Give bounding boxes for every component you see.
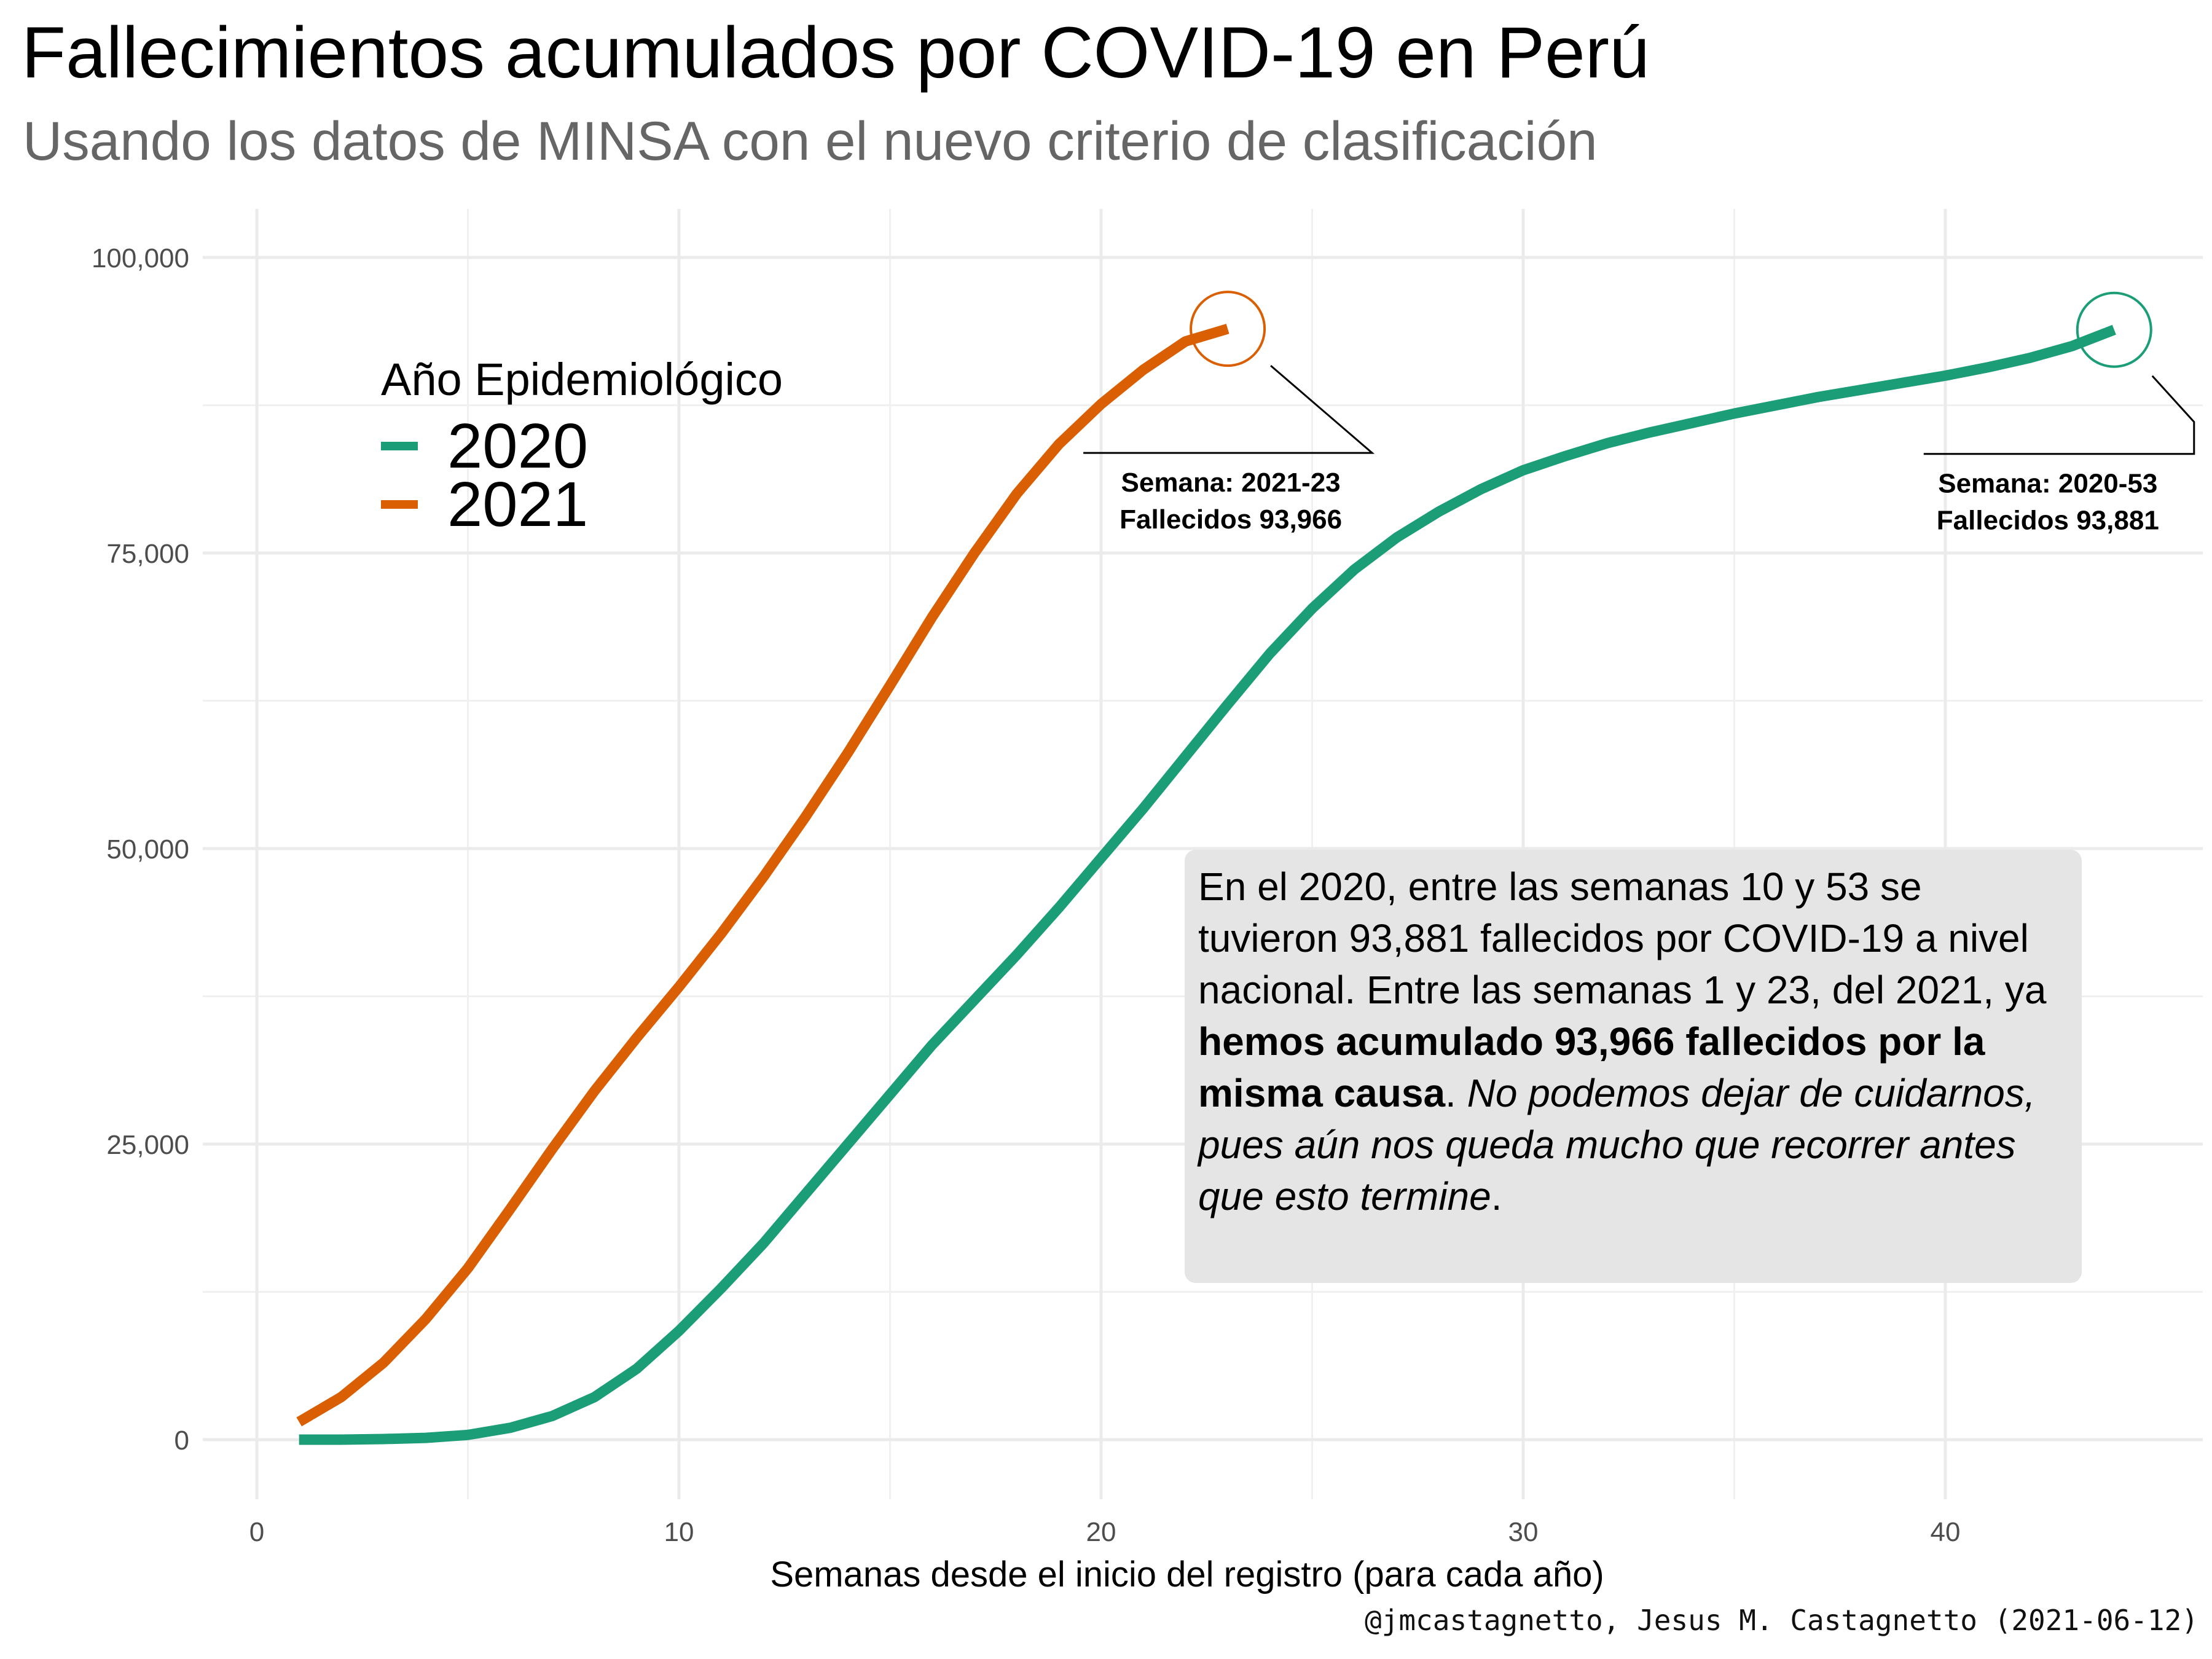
legend-key-2020: [381, 441, 418, 450]
legend-item-2020: 2020: [381, 410, 783, 481]
series-lines: [296, 323, 2116, 1445]
x-axis-tick-labels: 0 10 20 30 40: [249, 1517, 1961, 1547]
y-tick-label: 25,000: [106, 1130, 189, 1160]
legend: Año Epidemiológico 2020 2021: [381, 353, 783, 539]
annotation-value-2020: Fallecidos 93,881: [1937, 506, 2159, 536]
endpoint-circle-2021: [1190, 291, 1266, 367]
legend-label-2021: 2021: [447, 469, 589, 539]
series-line-2021: [296, 323, 1230, 1427]
note-box: En el 2020, entre las semanas 10 y 53 se…: [1185, 850, 2082, 1283]
note-text-3: .: [1491, 1174, 1502, 1218]
y-tick-label: 50,000: [106, 834, 189, 865]
x-axis-label: Semanas desde el inicio del registro (pa…: [770, 1555, 1604, 1594]
annotation-value-2021: Fallecidos 93,966: [1120, 504, 1342, 535]
legend-item-2021: 2021: [381, 469, 783, 539]
endpoint-circle-2020: [2076, 291, 2152, 368]
x-tick-label: 40: [1931, 1517, 1961, 1547]
x-tick-label: 30: [1508, 1517, 1539, 1547]
note-text-1: En el 2020, entre las semanas 10 y 53 se…: [1198, 865, 2047, 1012]
annotation-leader-2020: [1923, 375, 2195, 455]
note-text-2: .: [1445, 1071, 1467, 1115]
note-bold: hemos acumulado 93,966 fallecidos por la…: [1198, 1019, 1985, 1115]
annotation-label-2021: Semana: 2021-23: [1121, 468, 1341, 498]
chart-title: Fallecimientos acumulados por COVID-19 e…: [22, 12, 1650, 93]
chart-subtitle: Usando los datos de MINSA con el nuevo c…: [23, 110, 1598, 171]
annotation-leader-2021: [1083, 364, 1375, 454]
endpoint-annotations: Semana: 2021-23 Fallecidos 93,966 Semana: …: [1083, 291, 2195, 536]
y-axis-tick-labels: 0 25,000 50,000 75,000 100,000: [92, 243, 189, 1456]
note-italic: No podemos dejar de cuidarnos, pues aún …: [1198, 1071, 2036, 1218]
y-tick-label: 75,000: [106, 539, 189, 569]
legend-title: Año Epidemiológico: [381, 354, 783, 405]
x-tick-label: 0: [249, 1517, 264, 1547]
x-tick-label: 20: [1086, 1517, 1116, 1547]
annotation-label-2020: Semana: 2020-53: [1938, 469, 2157, 499]
legend-key-2021: [381, 500, 418, 509]
caption: @jmcastagnetto, Jesus M. Castagnetto (20…: [1364, 1604, 2198, 1637]
y-tick-label: 0: [175, 1426, 189, 1456]
series-line-2020: [299, 324, 2116, 1445]
x-tick-label: 10: [664, 1517, 694, 1547]
legend-label-2020: 2020: [447, 410, 589, 481]
y-tick-label: 100,000: [92, 243, 189, 273]
